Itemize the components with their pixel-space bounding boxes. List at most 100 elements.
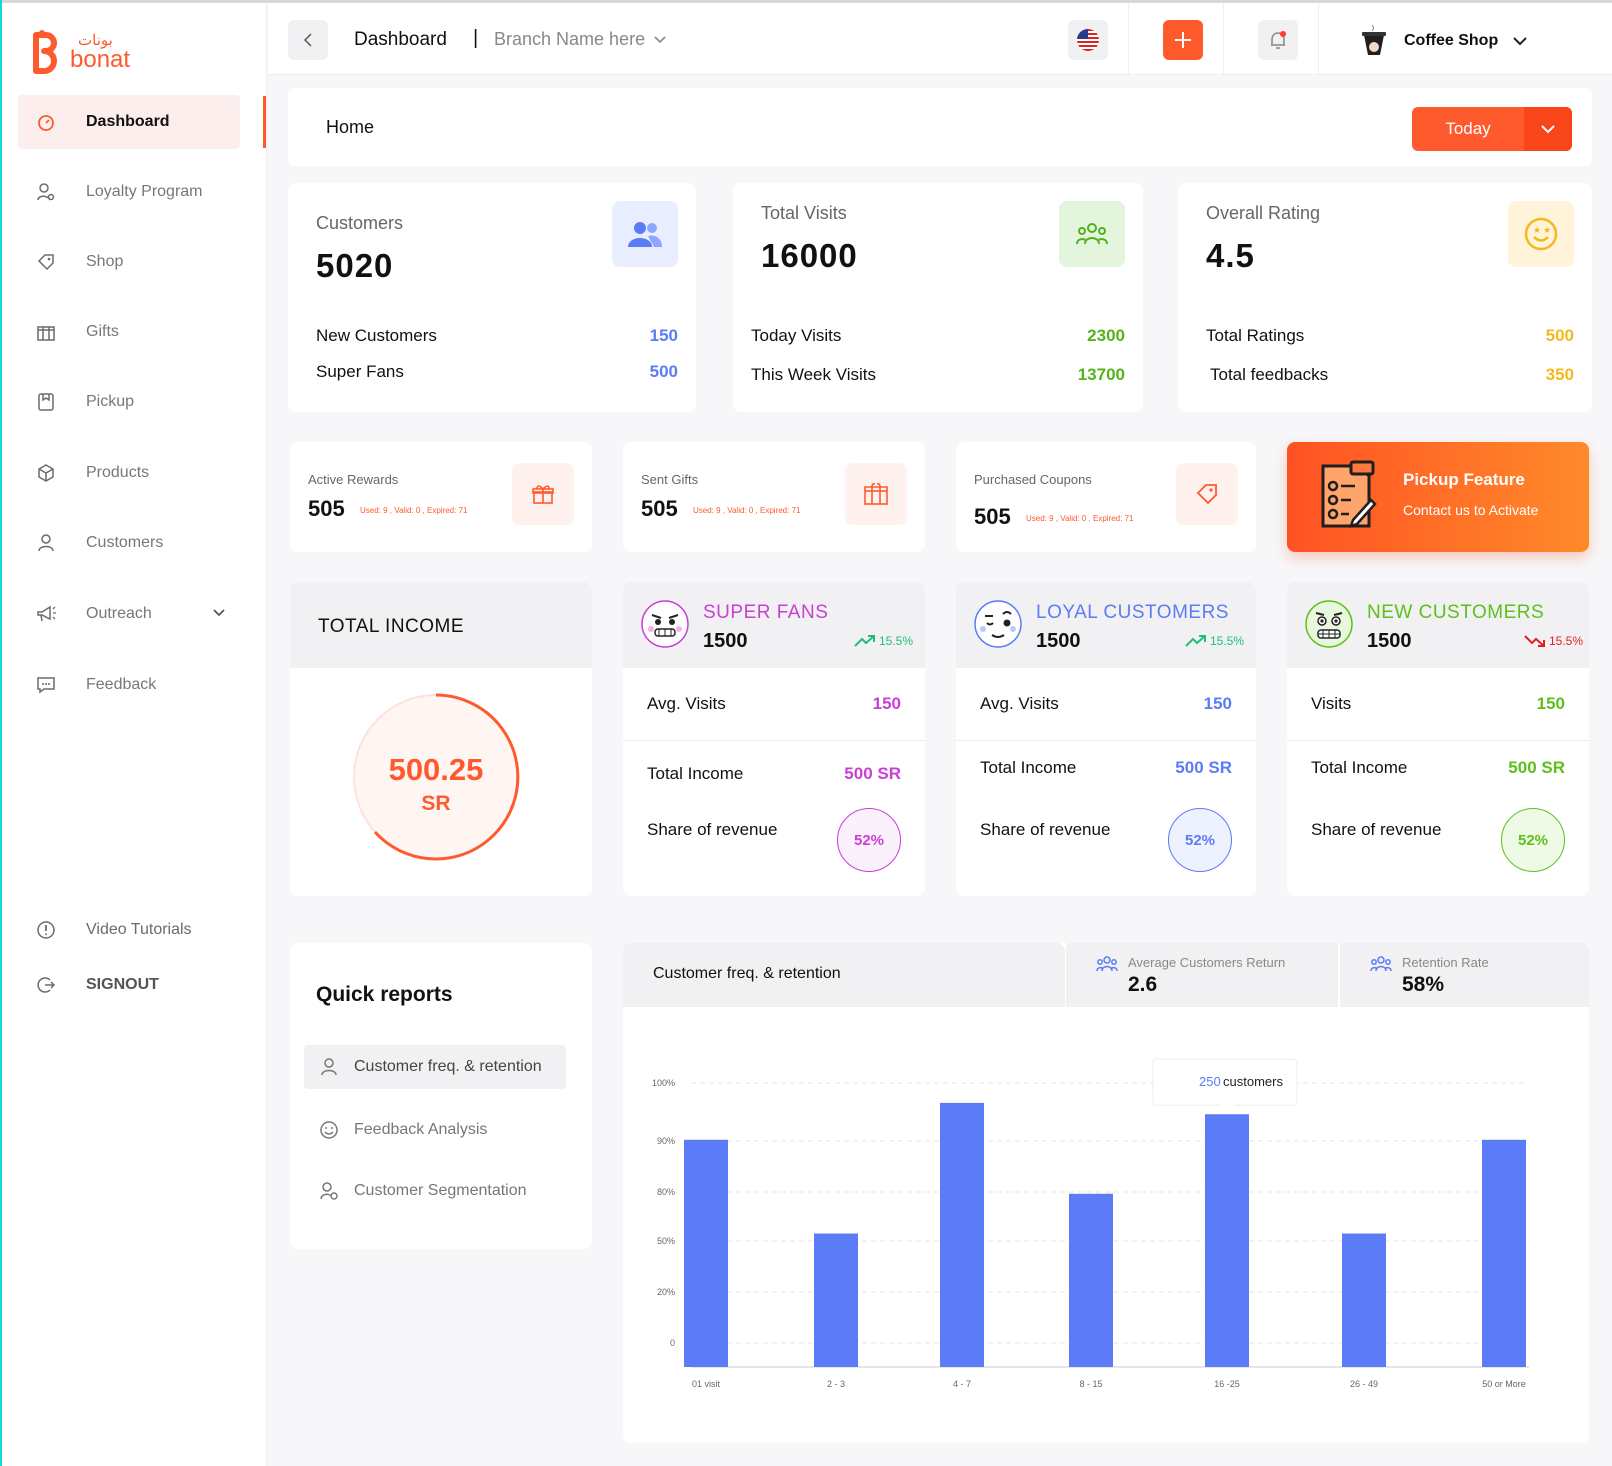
total-income-card: TOTAL INCOME 500.25 SR bbox=[290, 582, 592, 896]
trend-value: 15.5% bbox=[878, 634, 913, 648]
sidebar-item-label: Products bbox=[86, 464, 150, 481]
y-tick-label: 100% bbox=[652, 1078, 675, 1088]
bar[interactable] bbox=[684, 1139, 728, 1367]
segment-name: SUPER FANS bbox=[703, 602, 829, 623]
sent-gifts-card[interactable]: Sent Gifts 505 Used: 9 , Valid: 0 , Expi… bbox=[623, 442, 925, 552]
sidebar-item-label: Customers bbox=[86, 534, 164, 551]
stat-value: 2.6 bbox=[1128, 973, 1158, 996]
gift-icon bbox=[512, 463, 574, 525]
svg-text:★: ★ bbox=[1533, 225, 1541, 235]
quick-report-customer-freq[interactable]: Customer freq. & retention bbox=[304, 1045, 566, 1089]
sidebar-item-gifts[interactable]: Gifts bbox=[18, 305, 240, 359]
clipboard-checklist-icon bbox=[1321, 460, 1377, 528]
coupon-tag-icon bbox=[1176, 463, 1238, 525]
stat-row: Total feedbacks 350 bbox=[1210, 365, 1574, 385]
active-rewards-card[interactable]: Active Rewards 505 Used: 9 , Valid: 0 , … bbox=[290, 442, 592, 552]
smiley-icon bbox=[318, 1120, 340, 1140]
row-value: 500 SR bbox=[844, 764, 901, 783]
sidebar-item-label: Pickup bbox=[86, 393, 135, 410]
x-tick-label: 01 visit bbox=[692, 1379, 721, 1389]
notifications-button[interactable] bbox=[1258, 20, 1298, 60]
tooltip-label: customers bbox=[1223, 1074, 1283, 1089]
customers-card: Customers 5020 New Customers 150 Super Fa… bbox=[288, 183, 696, 412]
quick-report-label: Customer Segmentation bbox=[354, 1182, 527, 1199]
card-value: 505 bbox=[974, 504, 1011, 529]
sidebar-item-loyalty-program[interactable]: Loyalty Program bbox=[18, 165, 240, 219]
pickup-feature-banner[interactable]: Pickup Feature Contact us to Activate bbox=[1287, 442, 1589, 552]
period-dropdown[interactable]: Today bbox=[1412, 107, 1572, 151]
trend-down-icon bbox=[1524, 635, 1545, 647]
sidebar-item-label: Gifts bbox=[86, 323, 119, 340]
card-title: Total Visits bbox=[761, 203, 847, 223]
income-value: 500.25 bbox=[388, 752, 484, 787]
stat-label: Retention Rate bbox=[1402, 955, 1489, 970]
sidebar-item-products[interactable]: Products bbox=[18, 446, 240, 500]
card-value: 5020 bbox=[316, 247, 394, 284]
card-value: 4.5 bbox=[1206, 237, 1255, 274]
group-icon bbox=[1059, 201, 1125, 267]
sidebar-item-label: Loyalty Program bbox=[86, 183, 203, 200]
purchased-coupons-card[interactable]: Purchased Coupons 505 Used: 9 , Valid: 0… bbox=[956, 442, 1256, 552]
user-icon bbox=[34, 531, 58, 555]
sidebar: بونات bonat Dashboard Loyalty Program Sh… bbox=[2, 3, 267, 1466]
account-selector[interactable]: Coffee Shop bbox=[1358, 23, 1528, 59]
y-tick-label: 90% bbox=[657, 1136, 675, 1146]
card-title: Overall Rating bbox=[1206, 203, 1321, 223]
chevron-left-icon bbox=[303, 33, 312, 47]
segment-row: Total Income 500 SR bbox=[1311, 758, 1565, 778]
sidebar-item-dashboard[interactable]: Dashboard bbox=[18, 95, 240, 149]
sidebar-item-pickup[interactable]: Pickup bbox=[18, 375, 240, 429]
logout-icon bbox=[34, 973, 58, 997]
chevron-down-icon[interactable] bbox=[212, 605, 226, 623]
brand-name: bonat bbox=[70, 45, 131, 73]
segment-row: Visits 150 bbox=[1311, 694, 1565, 714]
bar[interactable] bbox=[1342, 1233, 1386, 1367]
breadcrumb: Dashboard bbox=[354, 29, 447, 50]
super-fans-card: SUPER FANS 1500 15.5% Avg. Visits 150 Tot… bbox=[623, 582, 925, 896]
y-tick-label: 50% bbox=[657, 1236, 675, 1246]
sidebar-item-outreach[interactable]: Outreach bbox=[18, 587, 240, 641]
megaphone-icon bbox=[34, 602, 58, 626]
bar[interactable] bbox=[1205, 1114, 1249, 1367]
card-label: Active Rewards bbox=[308, 472, 399, 487]
breadcrumb-separator: | bbox=[473, 27, 479, 49]
x-tick-label: 50 or More bbox=[1482, 1379, 1526, 1389]
bar[interactable] bbox=[940, 1102, 984, 1367]
sidebar-item-feedback[interactable]: Feedback bbox=[18, 658, 240, 712]
y-tick-label: 0 bbox=[670, 1338, 675, 1348]
segment-row: Share of revenue bbox=[647, 820, 901, 840]
quick-report-segmentation[interactable]: Customer Segmentation bbox=[304, 1169, 566, 1213]
branch-selector[interactable]: Branch Name here bbox=[494, 29, 667, 50]
card-subtext: Used: 9 , Valid: 0 , Expired: 71 bbox=[1026, 514, 1134, 523]
segment-count: 1500 bbox=[1036, 630, 1081, 652]
bar[interactable] bbox=[1482, 1139, 1526, 1367]
sidebar-item-shop[interactable]: Shop bbox=[18, 235, 240, 289]
sidebar-item-video-tutorials[interactable]: Video Tutorials bbox=[18, 903, 240, 957]
row-label: Total Ratings bbox=[1206, 326, 1305, 345]
share-of-revenue-badge: 52% bbox=[837, 808, 901, 872]
quick-report-feedback-analysis[interactable]: Feedback Analysis bbox=[304, 1108, 566, 1152]
row-label: Total Income bbox=[647, 764, 744, 783]
stat-label: Average Customers Return bbox=[1128, 955, 1286, 970]
quick-report-label: Feedback Analysis bbox=[354, 1121, 488, 1138]
back-button[interactable] bbox=[288, 20, 328, 60]
add-button[interactable] bbox=[1163, 20, 1203, 60]
row-label: Total Income bbox=[1311, 758, 1408, 777]
row-value: 500 bbox=[1545, 326, 1574, 345]
sidebar-item-label: Feedback bbox=[86, 676, 157, 693]
quick-reports-title: Quick reports bbox=[316, 983, 453, 1006]
bar[interactable] bbox=[1069, 1193, 1113, 1367]
segment-row: Total Income 500 SR bbox=[980, 758, 1232, 778]
bar[interactable] bbox=[814, 1233, 858, 1367]
row-value: 2300 bbox=[1087, 326, 1125, 345]
signout-button[interactable]: SIGNOUT bbox=[18, 958, 240, 1012]
trend-indicator: 15.5% bbox=[854, 634, 913, 648]
user-segment-icon bbox=[318, 1181, 340, 1201]
trend-value: 15.5% bbox=[1548, 634, 1583, 648]
stat-value: 58% bbox=[1402, 973, 1445, 996]
sidebar-item-customers[interactable]: Customers bbox=[18, 516, 240, 570]
row-label: Share of revenue bbox=[980, 820, 1111, 839]
sidebar-item-label: Shop bbox=[86, 253, 124, 270]
language-button[interactable] bbox=[1068, 20, 1108, 60]
brand-logo[interactable]: بونات bonat bbox=[30, 29, 130, 75]
